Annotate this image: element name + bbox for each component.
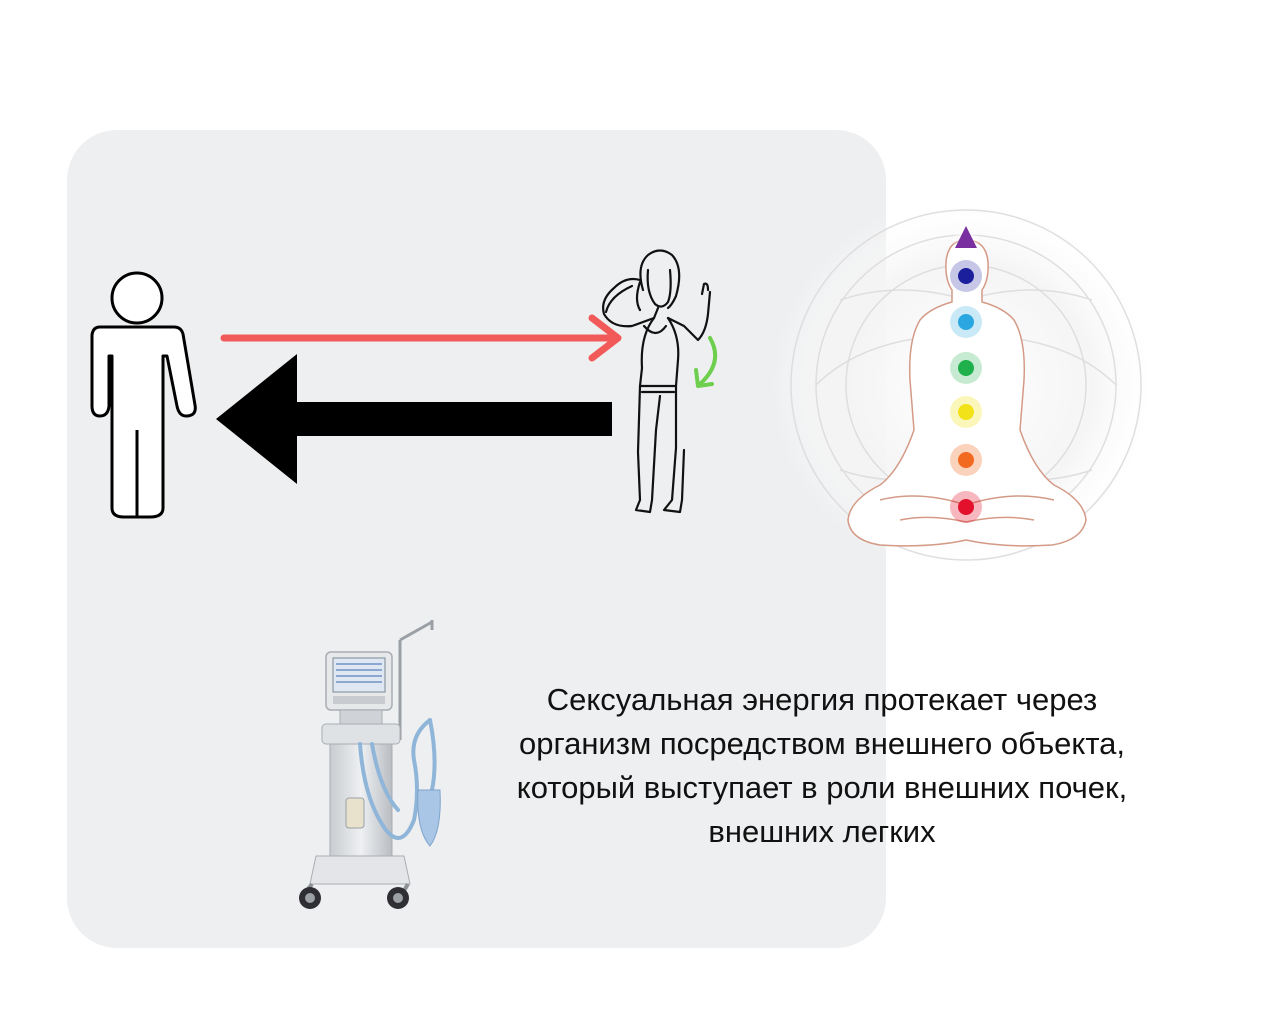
caption-line-4: внешних легких [708,814,936,849]
diagram-caption: Сексуальная энергия протекает через орга… [472,678,1172,854]
green-rotation-arrow [694,336,718,388]
medical-ventilator-icon [299,620,441,909]
meditation-chakras-icon [771,195,1161,575]
person-outline-icon [90,271,197,519]
background-panel [67,130,886,948]
red-arrow-right [220,314,622,362]
black-arrow-left [216,354,612,484]
woman-sketch-icon [602,249,712,514]
caption-line-2: организм посредством внешнего объекта, [518,726,1126,761]
caption-line-1: Сексуальная энергия протекает через [546,682,1098,717]
caption-line-3: который выступает в роли внешних почек, [516,770,1128,805]
